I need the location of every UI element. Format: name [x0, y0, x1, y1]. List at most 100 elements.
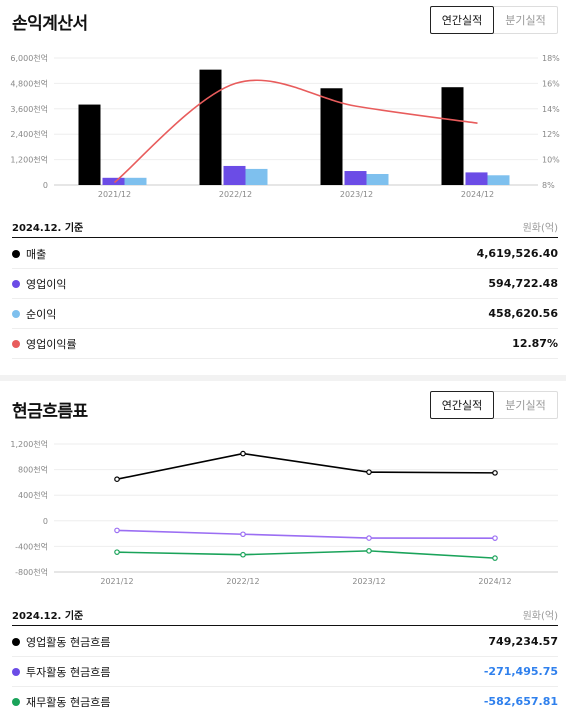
x-tick-label: 2024/12 [461, 190, 494, 199]
income-row: 순이익 458,620.56 [12, 299, 558, 329]
income-unit: 원화(억) [522, 223, 558, 234]
income-row-name: 영업이익률 [26, 337, 77, 351]
bar-revenue [199, 69, 222, 185]
cash-row-name: 재무활동 현금흐름 [26, 695, 111, 709]
cashflow-chart: -800천억 -400천억 0 400천억 800천억 1,200천억 2021/12 202… [10, 439, 558, 586]
y2-tick-label: 18% [542, 54, 560, 63]
x-tick-label: 2022/12 [219, 190, 252, 199]
cash-row-name: 투자활동 현금흐름 [26, 665, 111, 679]
cashflow-title: 현금흐름표 [12, 402, 88, 422]
income-annual-tab[interactable]: 연간실적 [430, 6, 494, 34]
income-statement-section: 손익계산서 연간실적 분기실적 0 1,200천억 2,400천억 3,600천억 4,… [10, 6, 561, 359]
income-table-header: 2024.12. 기준 원화(억) [12, 216, 558, 238]
bar-operating-income [344, 171, 367, 185]
y-tick-label: 4,800천억 [10, 78, 48, 88]
income-row-label: 영업이익 [12, 276, 66, 292]
income-row-name: 순이익 [26, 307, 57, 321]
income-row-name: 영업이익 [26, 277, 67, 291]
income-row-value: 4,619,526.40 [476, 247, 558, 260]
income-row-label: 매출 [12, 246, 46, 262]
investing-cashflow-point [240, 531, 246, 538]
x-tick-label: 2022/12 [226, 577, 259, 586]
income-row-label: 순이익 [12, 306, 56, 322]
investing-cashflow-point [114, 527, 120, 534]
y2-tick-label: 8% [542, 181, 555, 190]
legend-dot-icon [12, 279, 20, 288]
bar-operating-income [465, 172, 488, 185]
financing-cashflow-point [114, 549, 120, 555]
margin-line [113, 79, 478, 184]
income-quarterly-tab[interactable]: 분기실적 [494, 6, 558, 34]
income-chart: 0 1,200천억 2,400천억 3,600천억 4,800천억 6,000천억 8% 10… [10, 53, 560, 199]
financing-cashflow-point [240, 551, 246, 558]
cash-row-label: 영업활동 현금흐름 [12, 634, 110, 650]
x-tick-label: 2021/12 [98, 190, 131, 199]
bar-operating-income [223, 165, 246, 185]
legend-dot-icon [12, 339, 20, 348]
y-tick-label: -400천억 [15, 541, 48, 551]
cashflow-section: 현금흐름표 연간실적 분기실적 -800천억 -400천억 0 400천억 800천억 1… [0, 381, 566, 716]
bar-net-income [487, 175, 510, 185]
legend-dot-icon [12, 667, 20, 676]
investing-cashflow-point [366, 535, 372, 541]
operating-cashflow-point [240, 450, 246, 457]
x-tick-label: 2021/12 [100, 577, 133, 586]
financing-cashflow-line [116, 550, 496, 559]
income-row-value: 594,722.48 [488, 277, 558, 290]
operating-cashflow-point [366, 469, 372, 475]
cash-row-name: 영업활동 현금흐름 [26, 635, 111, 649]
cash-row-label: 투자활동 현금흐름 [12, 664, 110, 680]
cashflow-annual-tab[interactable]: 연간실적 [430, 391, 494, 419]
income-row-value: 12.87% [512, 337, 558, 350]
legend-dot-icon [12, 309, 20, 318]
cash-row-label: 재무활동 현금흐름 [12, 694, 110, 710]
legend-dot-icon [12, 697, 20, 706]
bar-net-income [245, 168, 268, 185]
financing-cashflow-point [492, 555, 498, 561]
y-tick-label: -800천억 [15, 567, 48, 577]
income-title: 손익계산서 [12, 14, 88, 34]
cashflow-table-header: 2024.12. 기준 원화(억) [12, 604, 558, 626]
bar-revenue [320, 88, 343, 185]
cashflow-period-toggle: 연간실적 분기실적 [430, 391, 558, 419]
investing-cashflow-point [492, 535, 498, 541]
section-divider [0, 375, 566, 381]
y2-tick-label: 12% [542, 130, 560, 139]
cashflow-unit: 원화(억) [522, 611, 558, 622]
y-tick-label: 3,600천억 [10, 104, 48, 114]
operating-cashflow-line [116, 452, 496, 480]
cash-row: 재무활동 현금흐름 -582,657.81 [12, 687, 558, 716]
legend-dot-icon [12, 637, 20, 646]
income-row: 영업이익률 12.87% [12, 329, 558, 359]
x-tick-label: 2023/12 [340, 190, 373, 199]
y-tick-label: 800천억 [18, 465, 48, 475]
income-period-toggle: 연간실적 분기실적 [430, 6, 558, 34]
cash-row: 투자활동 현금흐름 -271,495.75 [12, 657, 558, 687]
y-tick-label: 0 [43, 181, 48, 190]
y-tick-label: 1,200천억 [10, 155, 48, 165]
x-tick-label: 2024/12 [478, 577, 511, 586]
y2-tick-label: 16% [542, 79, 560, 88]
income-row-name: 매출 [26, 247, 47, 261]
cash-row-value: -271,495.75 [483, 665, 558, 678]
y-tick-label: 6,000천억 [10, 53, 48, 63]
y2-tick-label: 14% [542, 105, 560, 114]
y-tick-label: 0 [43, 517, 48, 526]
income-row: 영업이익 594,722.48 [12, 269, 558, 299]
income-row-label: 영업이익률 [12, 336, 77, 352]
y-tick-label: 2,400천억 [10, 129, 48, 139]
bar-net-income [124, 177, 147, 185]
cashflow-quarterly-tab[interactable]: 분기실적 [494, 391, 558, 419]
bar-net-income [366, 173, 389, 185]
investing-cashflow-line [116, 529, 496, 539]
legend-dot-icon [12, 249, 20, 258]
operating-cashflow-point [114, 476, 120, 483]
x-tick-label: 2023/12 [352, 577, 385, 586]
y-tick-label: 400천억 [18, 490, 48, 500]
cash-row-value: 749,234.57 [488, 635, 558, 648]
bar-revenue [78, 104, 101, 185]
y-tick-label: 1,200천억 [10, 439, 48, 449]
financing-cashflow-point [366, 548, 372, 554]
bar-revenue [441, 87, 464, 185]
income-row: 매출 4,619,526.40 [12, 239, 558, 269]
